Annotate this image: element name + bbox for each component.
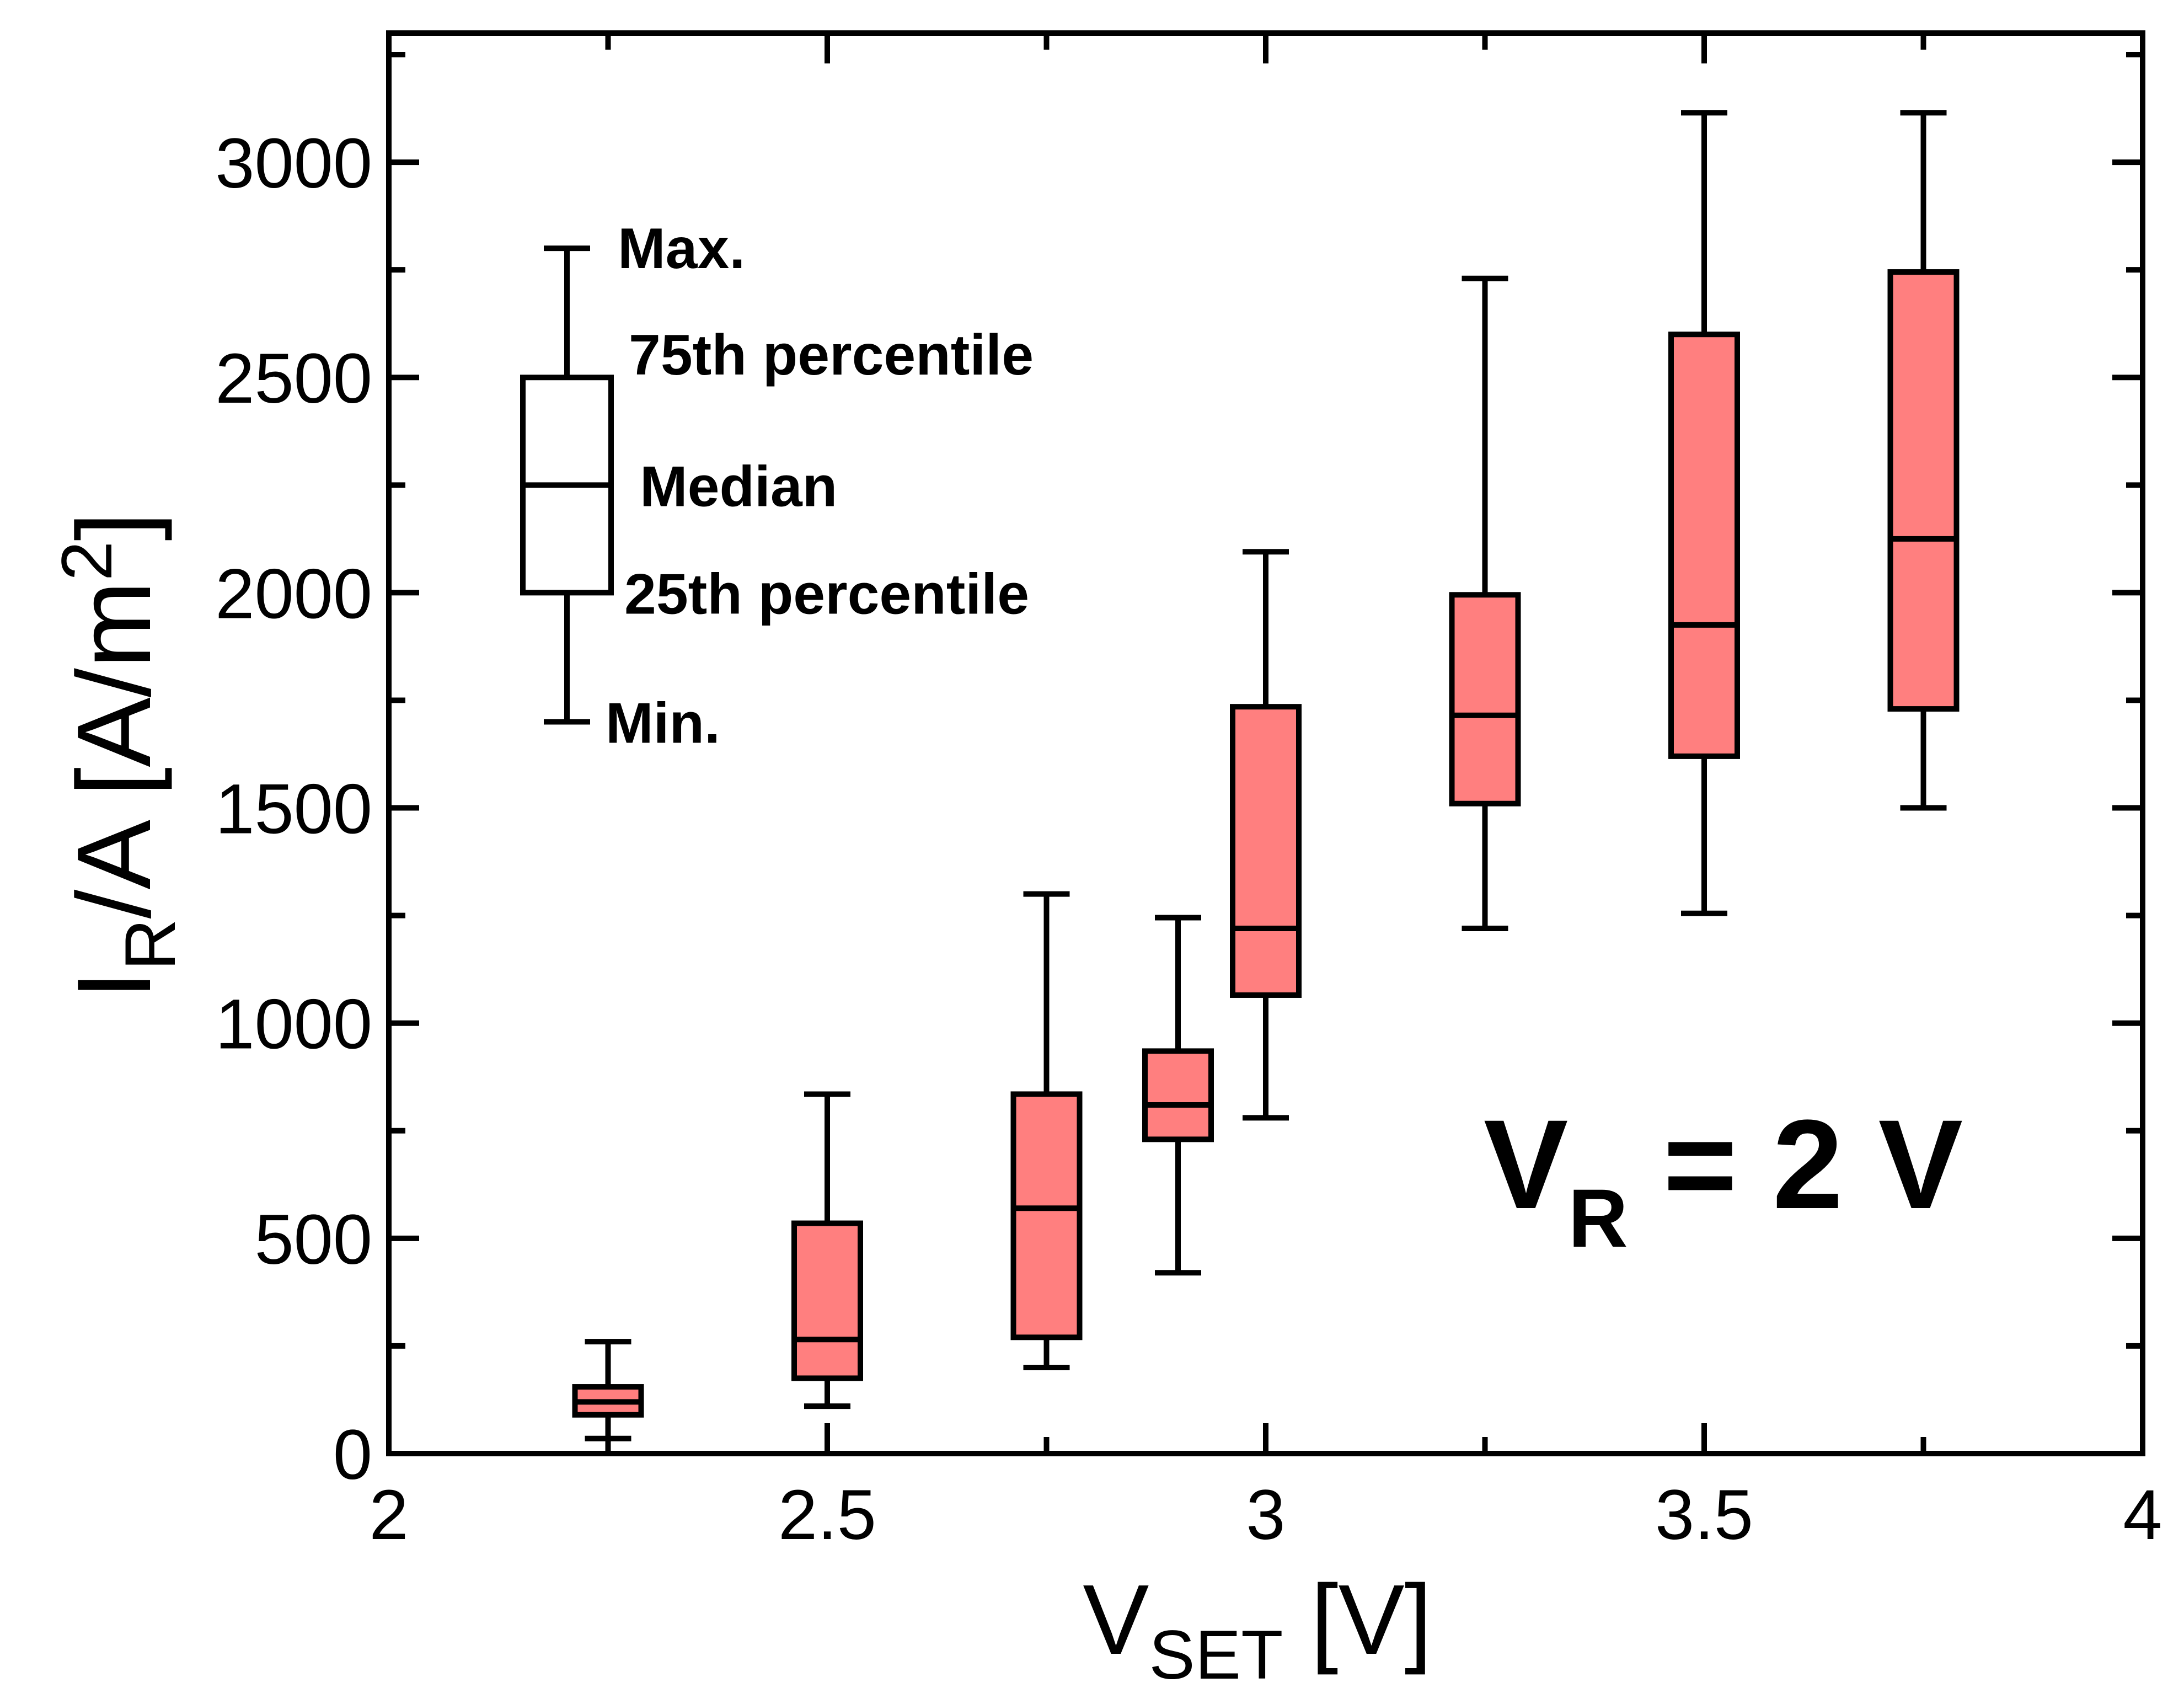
y-axis-title-rest: /A [A/m	[56, 581, 173, 918]
x-axis-title-sub: SET	[1149, 1617, 1283, 1688]
box-box	[791, 1220, 863, 1381]
x-tick-label: 3.5	[1655, 1476, 1753, 1555]
box-box	[1449, 592, 1521, 806]
axis-tick-labels: 2 2.5 3 3.5 4 0 500 1000 1500 2000 2500 3000	[215, 124, 2162, 1555]
y-axis-title-sub: R	[110, 918, 190, 970]
annotation-sub: R	[1568, 1172, 1628, 1264]
box-box	[1142, 1048, 1214, 1142]
box	[1230, 549, 1302, 1121]
plot-frame	[386, 30, 2145, 1456]
box	[791, 1091, 863, 1409]
y-tick-label: 0	[333, 1415, 372, 1494]
legend-label-q1: 25th percentile	[624, 562, 1029, 626]
y-tick-label: 1500	[215, 770, 372, 849]
box-box	[1668, 332, 1740, 759]
legend-label-q3: 75th percentile	[629, 323, 1034, 387]
x-axis-title-main: V	[1083, 1564, 1149, 1675]
box-box	[1010, 1091, 1083, 1340]
y-axis-title-main: I	[56, 970, 173, 1000]
box	[1887, 110, 1960, 811]
legend: Max. 75th percentile Median 25th percentile…	[520, 217, 1034, 755]
x-tick-label: 3	[1246, 1476, 1285, 1555]
y-tick-label: 500	[254, 1200, 372, 1279]
legend-label-max: Max.	[618, 217, 745, 281]
x-tick-label: 4	[2123, 1476, 2162, 1555]
y-axis-title-sup: 2	[46, 541, 127, 581]
box	[1142, 915, 1214, 1276]
x-tick-label: 2	[369, 1476, 408, 1555]
box	[572, 1339, 644, 1441]
box-box	[1887, 269, 1960, 712]
legend-label-median: Median	[640, 455, 837, 519]
x-axis-title: VSET [V]	[1083, 1564, 1432, 1688]
annotation-main: V	[1484, 1093, 1568, 1235]
y-tick-label: 1000	[215, 985, 372, 1064]
legend-example	[520, 245, 614, 725]
x-tick-label: 2.5	[778, 1476, 876, 1555]
y-axis-title: IR/A [A/m2]	[46, 512, 190, 1000]
box-series	[572, 110, 1960, 1441]
x-axis-title-unit: [V]	[1283, 1564, 1432, 1675]
legend-label-min: Min.	[606, 691, 720, 755]
y-tick-label: 2500	[215, 339, 372, 418]
y-tick-label: 2000	[215, 554, 372, 633]
y-axis-title-close: ]	[56, 512, 173, 541]
annotation-vr: VR = 2 V	[1484, 1093, 1963, 1264]
box	[1668, 110, 1740, 916]
box-box	[1230, 704, 1302, 998]
box	[1010, 891, 1083, 1370]
y-tick-label: 3000	[215, 124, 372, 203]
annotation-rest: = 2 V	[1628, 1093, 1963, 1235]
box	[1449, 275, 1521, 932]
